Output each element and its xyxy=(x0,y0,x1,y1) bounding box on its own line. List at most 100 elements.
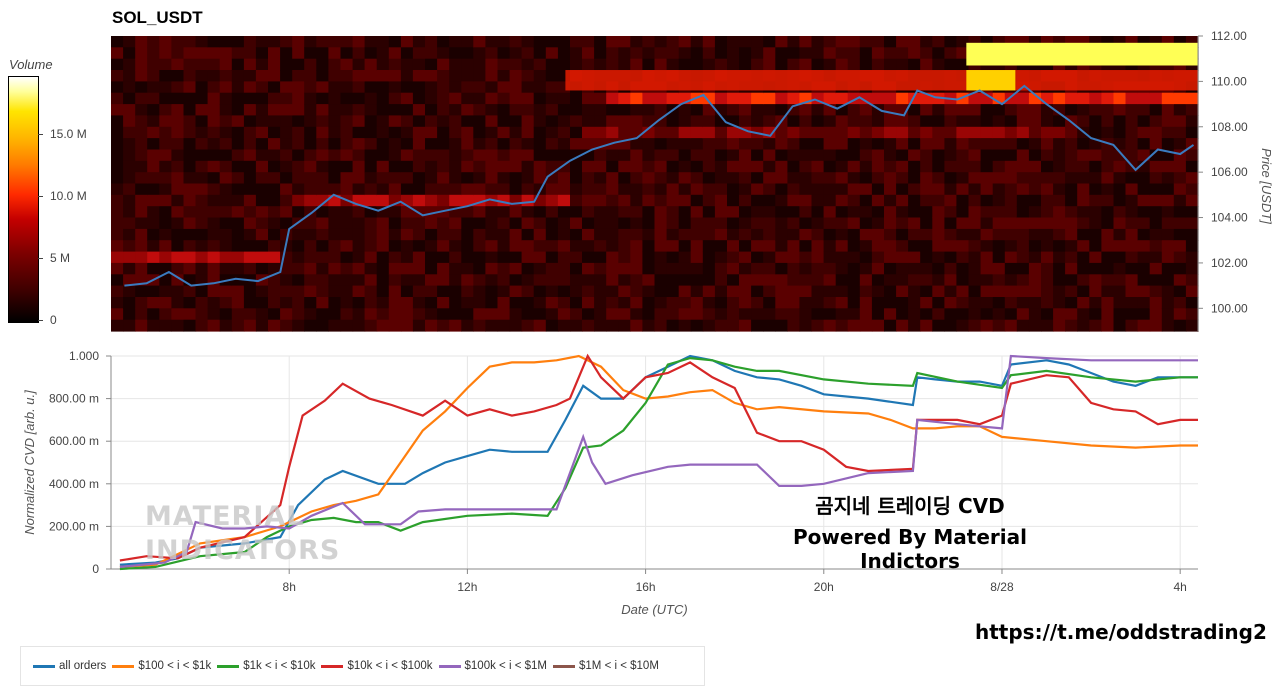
heatmap-cell xyxy=(666,251,680,264)
heatmap-cell xyxy=(268,274,281,287)
heatmap-cell xyxy=(1077,194,1090,207)
heatmap-cell xyxy=(352,138,366,150)
heatmap-cell xyxy=(243,115,257,128)
heatmap-cell xyxy=(751,47,764,60)
heatmap-cell xyxy=(908,240,921,253)
heatmap-cell xyxy=(1041,36,1054,48)
heatmap-cell xyxy=(545,172,559,185)
heatmap-cell xyxy=(1065,183,1078,196)
heatmap-cell xyxy=(388,262,402,275)
heatmap-cell xyxy=(896,183,909,196)
heatmap-cell xyxy=(992,285,1006,298)
legend-item[interactable]: $1k < i < $10k xyxy=(217,660,315,672)
legend-item[interactable]: $100k < i < $1M xyxy=(438,660,547,672)
heatmap-cell xyxy=(557,285,571,298)
heatmap-cell xyxy=(606,104,619,116)
heatmap-cell xyxy=(884,206,897,219)
heatmap-cell xyxy=(654,183,668,196)
heatmap-cell xyxy=(509,297,523,309)
heatmap-cell xyxy=(328,81,342,94)
heatmap-cell xyxy=(690,183,704,196)
heatmap-cell xyxy=(207,70,221,82)
heatmap-cell xyxy=(533,81,547,94)
heatmap-cell xyxy=(135,115,148,128)
heatmap-cell xyxy=(1149,297,1163,309)
heatmap-cell xyxy=(485,138,499,150)
heatmap-cell xyxy=(908,149,921,162)
heatmap-cell xyxy=(1089,228,1102,241)
heatmap-cell xyxy=(908,172,921,185)
heatmap-cell xyxy=(811,240,825,253)
heatmap-cell xyxy=(1137,149,1151,162)
heatmap-cell xyxy=(473,172,486,185)
heatmap-cell xyxy=(388,149,402,162)
heatmap-cell xyxy=(811,251,825,264)
heatmap-cell xyxy=(799,308,813,321)
heatmap-cell xyxy=(594,217,607,230)
heatmap-cell xyxy=(787,115,801,128)
heatmap-cell xyxy=(557,319,571,332)
heatmap-cell xyxy=(521,92,535,105)
heatmap-cell xyxy=(1028,36,1042,48)
heatmap-cell xyxy=(207,92,221,105)
heatmap-cell xyxy=(412,228,426,241)
heatmap-cell xyxy=(243,308,257,321)
legend-item[interactable]: $10k < i < $100k xyxy=(321,660,433,672)
heatmap-cell xyxy=(1065,149,1078,162)
legend-item[interactable]: $1M < i < $10M xyxy=(553,660,659,672)
heatmap-cell xyxy=(123,36,136,48)
heatmap-cell xyxy=(642,138,656,150)
heatmap-cell xyxy=(956,228,970,241)
heatmap-cell xyxy=(1016,319,1030,332)
heatmap-cell xyxy=(884,160,897,173)
heatmap-cell xyxy=(449,240,462,253)
heatmap-cell xyxy=(811,319,825,332)
heatmap-cell xyxy=(618,104,631,116)
heatmap-cell xyxy=(1004,160,1018,173)
heatmap-cell xyxy=(920,47,933,60)
heatmap-cell xyxy=(1089,297,1102,309)
heatmap-cell xyxy=(159,206,172,219)
heatmap-cell xyxy=(231,262,245,275)
heatmap-cell xyxy=(908,251,921,264)
heatmap-cell xyxy=(509,274,523,287)
heatmap-cell xyxy=(304,149,317,162)
heatmap-cell xyxy=(1089,217,1102,230)
heatmap-cell xyxy=(316,285,329,298)
legend-item[interactable]: all orders xyxy=(33,660,106,672)
heatmap-cell xyxy=(231,319,245,332)
heatmap-cell xyxy=(243,47,257,60)
heatmap-cell xyxy=(521,194,535,207)
heatmap-cell xyxy=(352,206,366,219)
heatmap-cell xyxy=(1089,183,1102,196)
heatmap-cell xyxy=(654,126,668,139)
heatmap-cell xyxy=(1137,262,1151,275)
heatmap-cell xyxy=(388,160,402,173)
heatmap-cell xyxy=(509,262,523,275)
heatmap-cell xyxy=(425,104,438,116)
heatmap-cell xyxy=(376,138,390,150)
heatmap-cell xyxy=(630,104,643,116)
heatmap-cell xyxy=(473,36,486,48)
heatmap-cell xyxy=(1137,240,1151,253)
heatmap-cell xyxy=(352,274,366,287)
heatmap-cell xyxy=(992,319,1006,332)
legend-item[interactable]: $100 < i < $1k xyxy=(112,660,211,672)
heatmap-cell xyxy=(1101,251,1115,264)
heatmap-cell xyxy=(195,70,209,82)
heatmap-cell xyxy=(437,104,450,116)
heatmap-cell xyxy=(944,36,958,48)
heatmap-cell xyxy=(1065,172,1078,185)
telegram-link[interactable]: https://t.me/oddstrading2 xyxy=(975,620,1267,644)
heatmap-cell xyxy=(425,138,438,150)
heatmap-cell xyxy=(147,308,160,321)
heatmap-cell xyxy=(799,92,813,105)
heatmap-cell xyxy=(654,138,668,150)
heatmap-cell xyxy=(1113,36,1127,48)
heatmap-cell xyxy=(545,194,559,207)
heatmap-cell xyxy=(557,70,571,82)
heatmap-cell xyxy=(980,92,994,105)
heatmap-cell xyxy=(376,319,390,332)
heatmap-cell xyxy=(159,115,172,128)
heatmap-cell xyxy=(702,194,716,207)
